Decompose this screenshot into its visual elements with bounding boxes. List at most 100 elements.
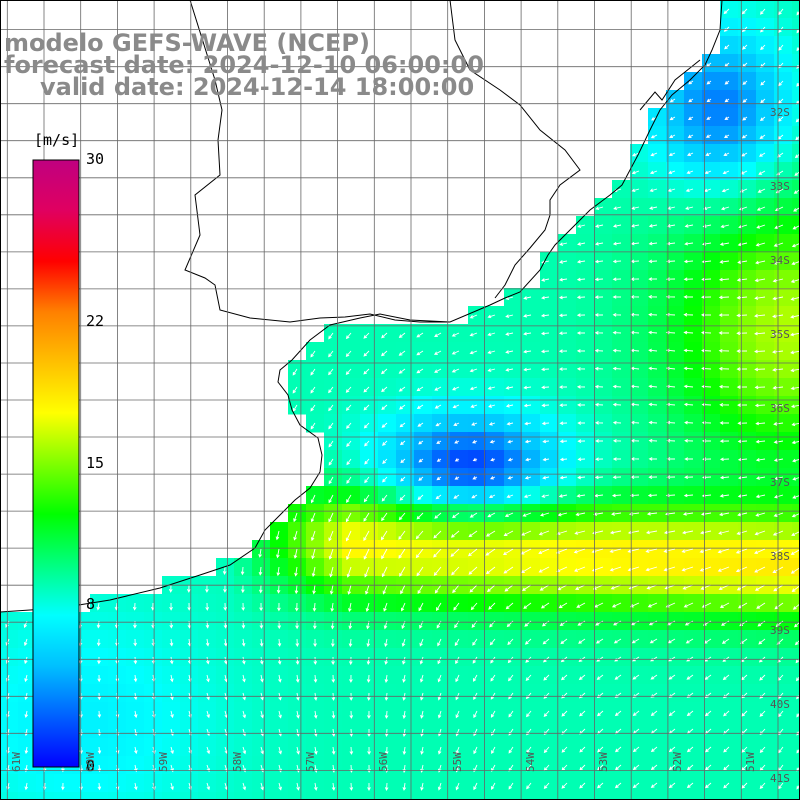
- wind-cell: [702, 630, 721, 649]
- wind-arrow: [755, 458, 766, 462]
- wind-cell: [774, 288, 793, 307]
- wind-arrow: [366, 638, 371, 648]
- wind-cell: [648, 144, 667, 163]
- wind-cell: [684, 234, 703, 253]
- wind-arrow: [507, 439, 514, 444]
- wind-arrow: [328, 332, 334, 340]
- wind-arrow: [736, 367, 748, 371]
- wind-cell: [468, 324, 487, 343]
- wind-arrow: [561, 674, 568, 681]
- wind-cell: [630, 198, 649, 217]
- wind-arrow: [384, 782, 389, 791]
- wind-cell: [558, 414, 577, 433]
- wind-arrow: [650, 764, 658, 771]
- wind-arrow: [718, 295, 730, 300]
- wind-cell: [396, 414, 415, 433]
- wind-arrow: [382, 476, 388, 483]
- wind-cell: [738, 468, 757, 487]
- wind-cell: [432, 378, 451, 397]
- wind-cell: [558, 378, 577, 397]
- wind-cell: [540, 450, 559, 469]
- wind-arrow: [433, 566, 442, 576]
- wind-arrow: [436, 440, 442, 444]
- wind-cell: [792, 684, 800, 703]
- wind-cell: [432, 324, 451, 343]
- wind-cell: [720, 36, 739, 55]
- wind-cell: [756, 414, 775, 433]
- wind-arrow: [737, 439, 748, 444]
- latitude-label: 38S: [770, 550, 790, 564]
- wind-arrow: [453, 494, 460, 499]
- wind-cell: [792, 396, 800, 415]
- wind-cell: [648, 594, 667, 613]
- wind-arrow: [718, 584, 730, 591]
- wind-arrow: [469, 368, 478, 373]
- wind-cell: [576, 792, 595, 800]
- wind-cell: [684, 720, 703, 739]
- wind-cell: [792, 198, 800, 217]
- wind-cell: [720, 144, 739, 163]
- wind-arrow: [594, 348, 604, 353]
- wind-cell: [684, 450, 703, 469]
- wind-arrow: [738, 602, 748, 609]
- wind-cell: [738, 198, 757, 217]
- wind-arrow: [612, 457, 621, 461]
- wind-cell: [756, 306, 775, 325]
- wind-arrow: [760, 98, 766, 104]
- wind-arrow: [759, 116, 766, 121]
- wind-arrow: [774, 602, 784, 610]
- rio-de-la-plata-north-shore: [184, 0, 450, 323]
- wind-cell: [594, 504, 613, 523]
- wind-arrow: [631, 188, 640, 193]
- wind-arrow: [773, 512, 784, 517]
- wind-cell: [468, 522, 487, 541]
- wind-arrow: [328, 494, 334, 504]
- wind-cell: [612, 702, 631, 721]
- wind-cell: [396, 468, 415, 487]
- wind-cell: [288, 792, 307, 800]
- wind-arrow: [402, 710, 407, 719]
- wind-cell: [504, 306, 523, 325]
- wind-arrow: [648, 366, 658, 371]
- wind-arrow: [632, 746, 640, 753]
- wind-arrow: [473, 782, 478, 791]
- wind-arrow: [399, 440, 406, 446]
- wind-cell: [594, 306, 613, 325]
- wind-arrow: [418, 440, 424, 445]
- wind-cell: [666, 180, 685, 199]
- wind-arrow: [669, 98, 676, 103]
- wind-cell: [594, 648, 613, 667]
- wind-cell: [630, 378, 649, 397]
- wind-cell: [792, 288, 800, 307]
- wind-cell: [594, 522, 613, 541]
- wind-arrow: [468, 566, 478, 575]
- longitude-label: 59W: [157, 752, 171, 772]
- wind-cell: [702, 468, 721, 487]
- wind-arrow: [704, 170, 712, 175]
- wind-arrow: [398, 386, 406, 392]
- wind-arrow: [612, 384, 622, 389]
- wind-cell: [558, 684, 577, 703]
- wind-arrow: [576, 349, 586, 353]
- wind-cell: [702, 72, 721, 91]
- wind-cell: [738, 450, 757, 469]
- wind-cell: [756, 396, 775, 415]
- wind-cell: [774, 252, 793, 271]
- wind-arrow: [686, 764, 694, 771]
- wind-cell: [684, 324, 703, 343]
- wind-cell: [774, 234, 793, 253]
- wind-arrow: [490, 710, 496, 718]
- wind-arrow: [400, 584, 406, 595]
- wind-cell: [558, 522, 577, 541]
- wind-cell: [450, 468, 469, 487]
- wind-arrow: [454, 638, 460, 647]
- wind-arrow: [612, 224, 622, 228]
- wind-cell: [558, 288, 577, 307]
- wind-cell: [504, 468, 523, 487]
- wind-arrow: [504, 584, 514, 592]
- wind-cell: [738, 324, 757, 343]
- wind-arrow: [682, 530, 694, 535]
- wind-cell: [594, 396, 613, 415]
- wind-cell: [576, 702, 595, 721]
